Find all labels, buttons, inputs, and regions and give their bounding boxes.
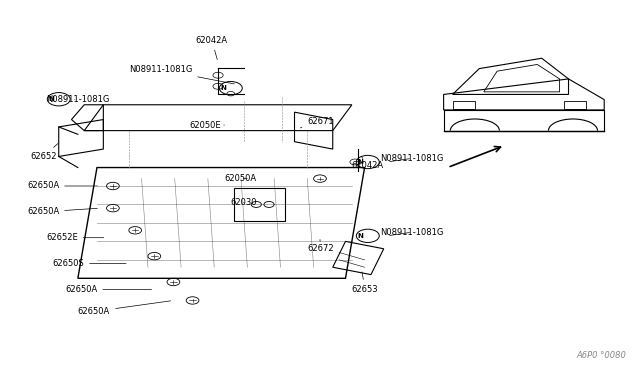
Bar	[564, 101, 586, 109]
Text: N: N	[48, 96, 54, 102]
Text: 62652: 62652	[30, 144, 58, 161]
Text: 62653: 62653	[352, 272, 378, 294]
Text: 62650S: 62650S	[52, 259, 126, 268]
Text: N08911-1081G: N08911-1081G	[381, 228, 444, 237]
Text: N08911-1081G: N08911-1081G	[129, 65, 234, 84]
Text: N: N	[357, 233, 363, 239]
Text: A6P0 °0080: A6P0 °0080	[576, 350, 626, 359]
Text: 62042A: 62042A	[352, 157, 384, 170]
Text: 62050E: 62050E	[189, 121, 225, 129]
Text: 62042A: 62042A	[196, 36, 228, 60]
Text: N: N	[357, 159, 363, 165]
Text: 62672: 62672	[307, 240, 334, 253]
Bar	[452, 101, 475, 109]
Text: 62652E: 62652E	[46, 233, 104, 242]
Text: 62030: 62030	[231, 198, 257, 207]
Text: 62671: 62671	[300, 117, 334, 128]
Text: 62050A: 62050A	[225, 174, 257, 183]
Text: 62650A: 62650A	[78, 301, 171, 316]
Text: N08911-1081G: N08911-1081G	[381, 154, 444, 163]
Text: 62650A: 62650A	[27, 207, 97, 217]
Text: 62650A: 62650A	[65, 285, 152, 294]
Text: N: N	[220, 85, 226, 91]
Text: N08911-1081G: N08911-1081G	[46, 95, 109, 104]
Text: 62650A: 62650A	[27, 182, 97, 190]
